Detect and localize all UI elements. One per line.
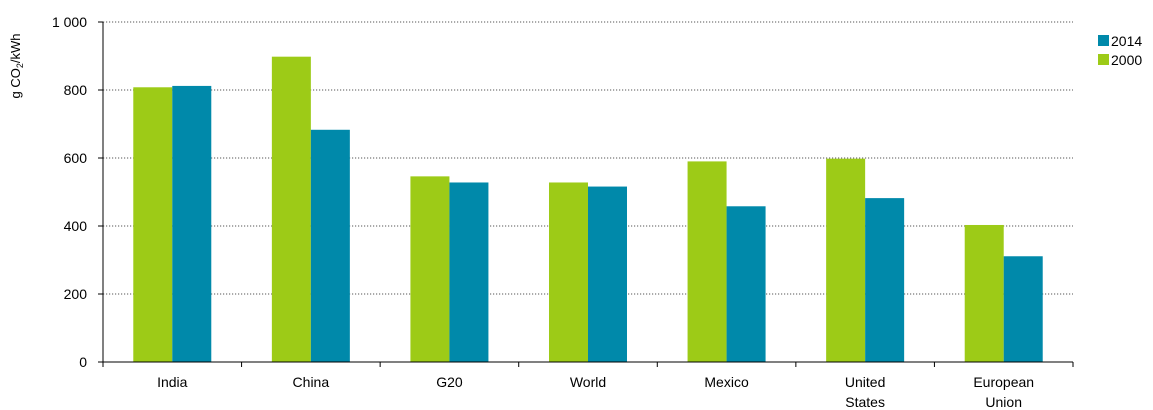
y-tick-label: 600: [64, 150, 88, 166]
y-tick-label: 0: [79, 354, 87, 370]
x-category-label: Mexico: [704, 374, 749, 390]
bar-2014-4: [726, 206, 766, 362]
legend-label-2000: 2000: [1111, 52, 1142, 68]
x-category-label: United States: [845, 374, 885, 410]
bar-2014-6: [1003, 256, 1043, 362]
bars: [133, 56, 1043, 363]
y-axis-label: g CO2/kWh: [8, 34, 25, 99]
x-category-label: India: [157, 374, 188, 390]
bar-2014-5: [865, 198, 905, 362]
y-tick-label: 800: [64, 82, 88, 98]
bar-2014-3: [588, 186, 627, 362]
bar-2000-1: [271, 56, 311, 363]
bar-2014-2: [449, 182, 489, 362]
y-tick-label: 200: [64, 286, 88, 302]
x-category-label: G20: [436, 374, 463, 390]
axes: [102, 22, 1074, 367]
legend-label-2014: 2014: [1111, 33, 1142, 49]
y-axis-ticks: 0 200 400 600 800 1 000: [52, 14, 103, 370]
y-tick-label: 1 000: [52, 14, 87, 30]
legend: 2014 2000: [1098, 33, 1142, 68]
x-axis-categories: India China G20 World Mexico United States Euro…: [157, 374, 1034, 410]
bar-2000-2: [410, 176, 450, 362]
bar-2000-0: [133, 87, 173, 362]
x-category-label: European Union: [973, 374, 1034, 410]
bar-2000-5: [826, 158, 866, 362]
bar-2000-3: [549, 182, 588, 362]
bar-2014-1: [310, 129, 350, 362]
x-category-label: China: [293, 374, 330, 390]
y-tick-label: 400: [64, 218, 88, 234]
bar-2014-0: [172, 85, 212, 363]
legend-swatch-2014: [1098, 35, 1109, 46]
legend-swatch-2000: [1098, 54, 1109, 65]
bar-2000-4: [687, 161, 727, 362]
x-category-label: World: [570, 374, 606, 390]
bar-2000-6: [964, 224, 1004, 362]
